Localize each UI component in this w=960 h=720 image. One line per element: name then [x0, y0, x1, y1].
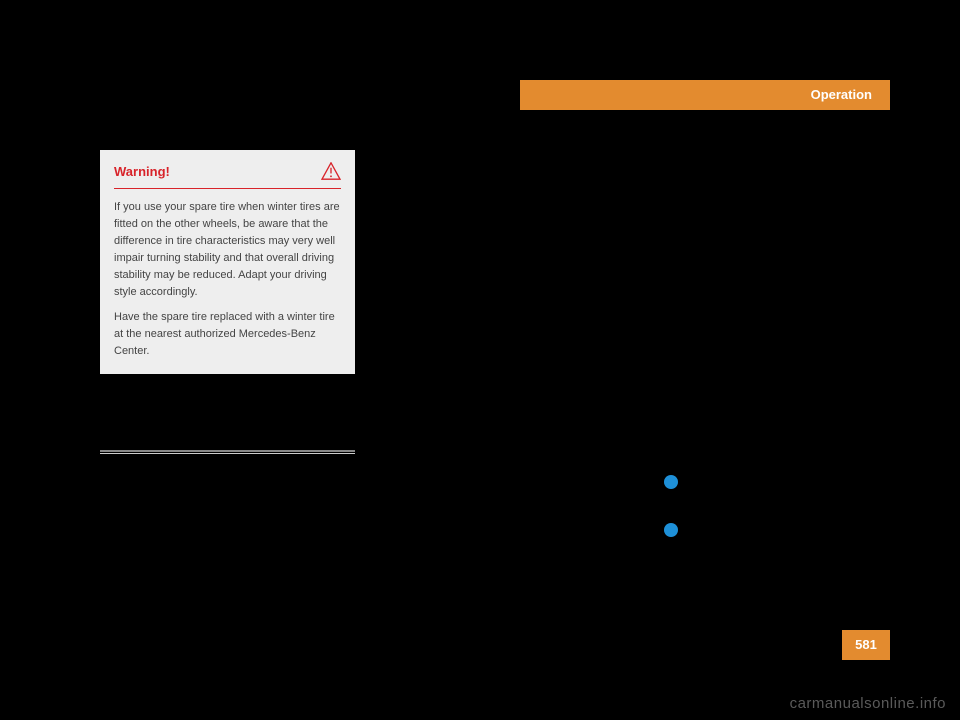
bullet-icon: [664, 523, 678, 537]
section-divider: [100, 450, 355, 454]
bullet-list: [664, 475, 914, 523]
page-number: 581: [842, 630, 890, 660]
warning-header: Warning!: [114, 162, 341, 188]
warning-divider: [114, 188, 341, 189]
section-label: Operation: [811, 87, 872, 102]
warning-box: Warning! If you use your spare tire when…: [100, 150, 355, 374]
warning-triangle-icon: [321, 162, 341, 180]
watermark: carmanualsonline.info: [790, 695, 946, 712]
bullet-icon: [664, 475, 678, 489]
warning-title: Warning!: [114, 164, 170, 179]
warning-body: If you use your spare tire when winter t…: [114, 199, 341, 360]
manual-page: Operation Warning! If you use your spare…: [70, 60, 890, 660]
section-header-bar: Operation: [520, 80, 890, 110]
warning-paragraph: Have the spare tire replaced with a wint…: [114, 309, 341, 360]
warning-paragraph: If you use your spare tire when winter t…: [114, 199, 341, 301]
